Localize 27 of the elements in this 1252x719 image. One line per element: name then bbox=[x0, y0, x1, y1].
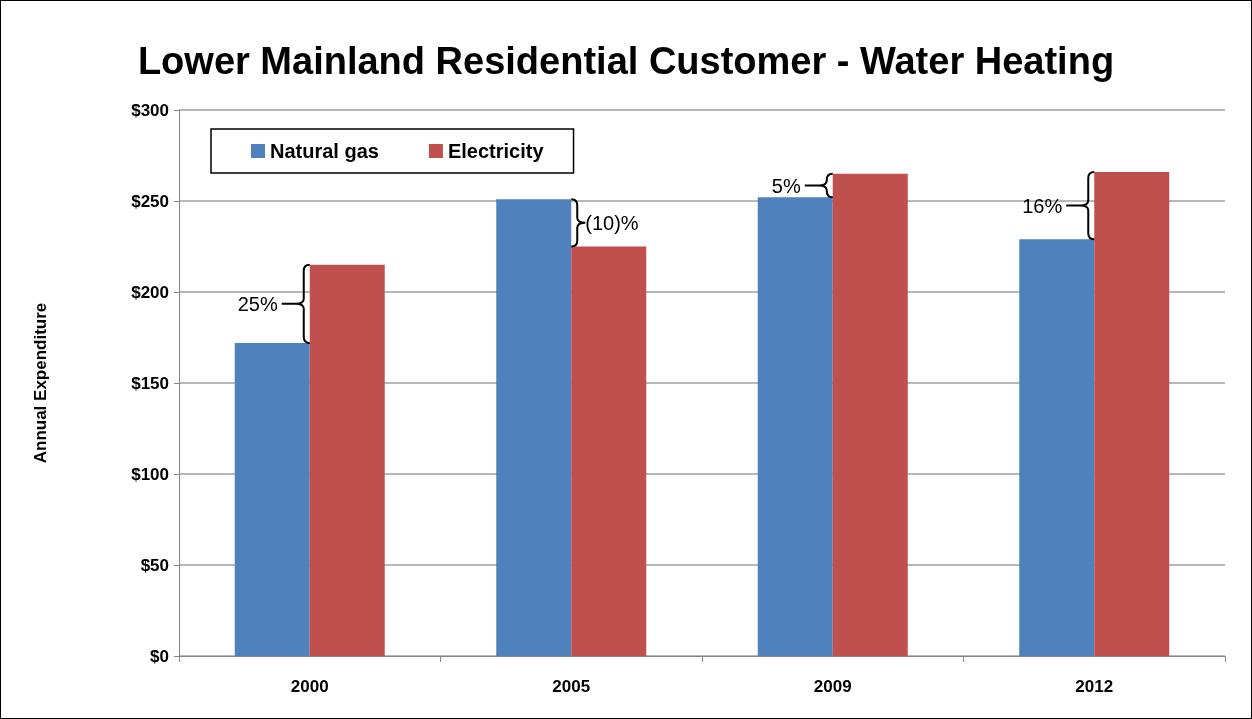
y-tick-label: $250 bbox=[131, 191, 169, 211]
y-tick-label: $150 bbox=[131, 373, 169, 393]
bar bbox=[1094, 171, 1170, 656]
chart-title: Lower Mainland Residential Customer - Water Heating bbox=[137, 40, 1115, 82]
annotation: 25% bbox=[237, 292, 278, 315]
bar bbox=[757, 197, 833, 656]
annotation: 5% bbox=[771, 174, 801, 197]
y-axis-title: Annual Expenditure bbox=[31, 302, 50, 464]
y-tick-label: $50 bbox=[140, 555, 169, 575]
x-tick-label: 2005 bbox=[552, 677, 591, 696]
bar bbox=[496, 199, 572, 656]
y-tick-label: $300 bbox=[131, 100, 169, 120]
annotation: (10)% bbox=[585, 211, 639, 234]
legend-label: Electricity bbox=[447, 140, 545, 162]
y-tick-label: $0 bbox=[150, 646, 169, 666]
bar bbox=[571, 246, 647, 656]
bar bbox=[309, 264, 385, 656]
annotation: 16% bbox=[1022, 194, 1063, 217]
x-tick-label: 2000 bbox=[290, 677, 329, 696]
bar bbox=[832, 173, 908, 656]
y-tick-label: $200 bbox=[131, 282, 169, 302]
x-tick-label: 2009 bbox=[813, 677, 852, 696]
x-tick-label: 2012 bbox=[1075, 677, 1114, 696]
y-tick-label: $100 bbox=[131, 464, 169, 484]
bar bbox=[1019, 239, 1095, 656]
legend-label: Natural gas bbox=[270, 140, 379, 162]
bar bbox=[234, 342, 310, 656]
